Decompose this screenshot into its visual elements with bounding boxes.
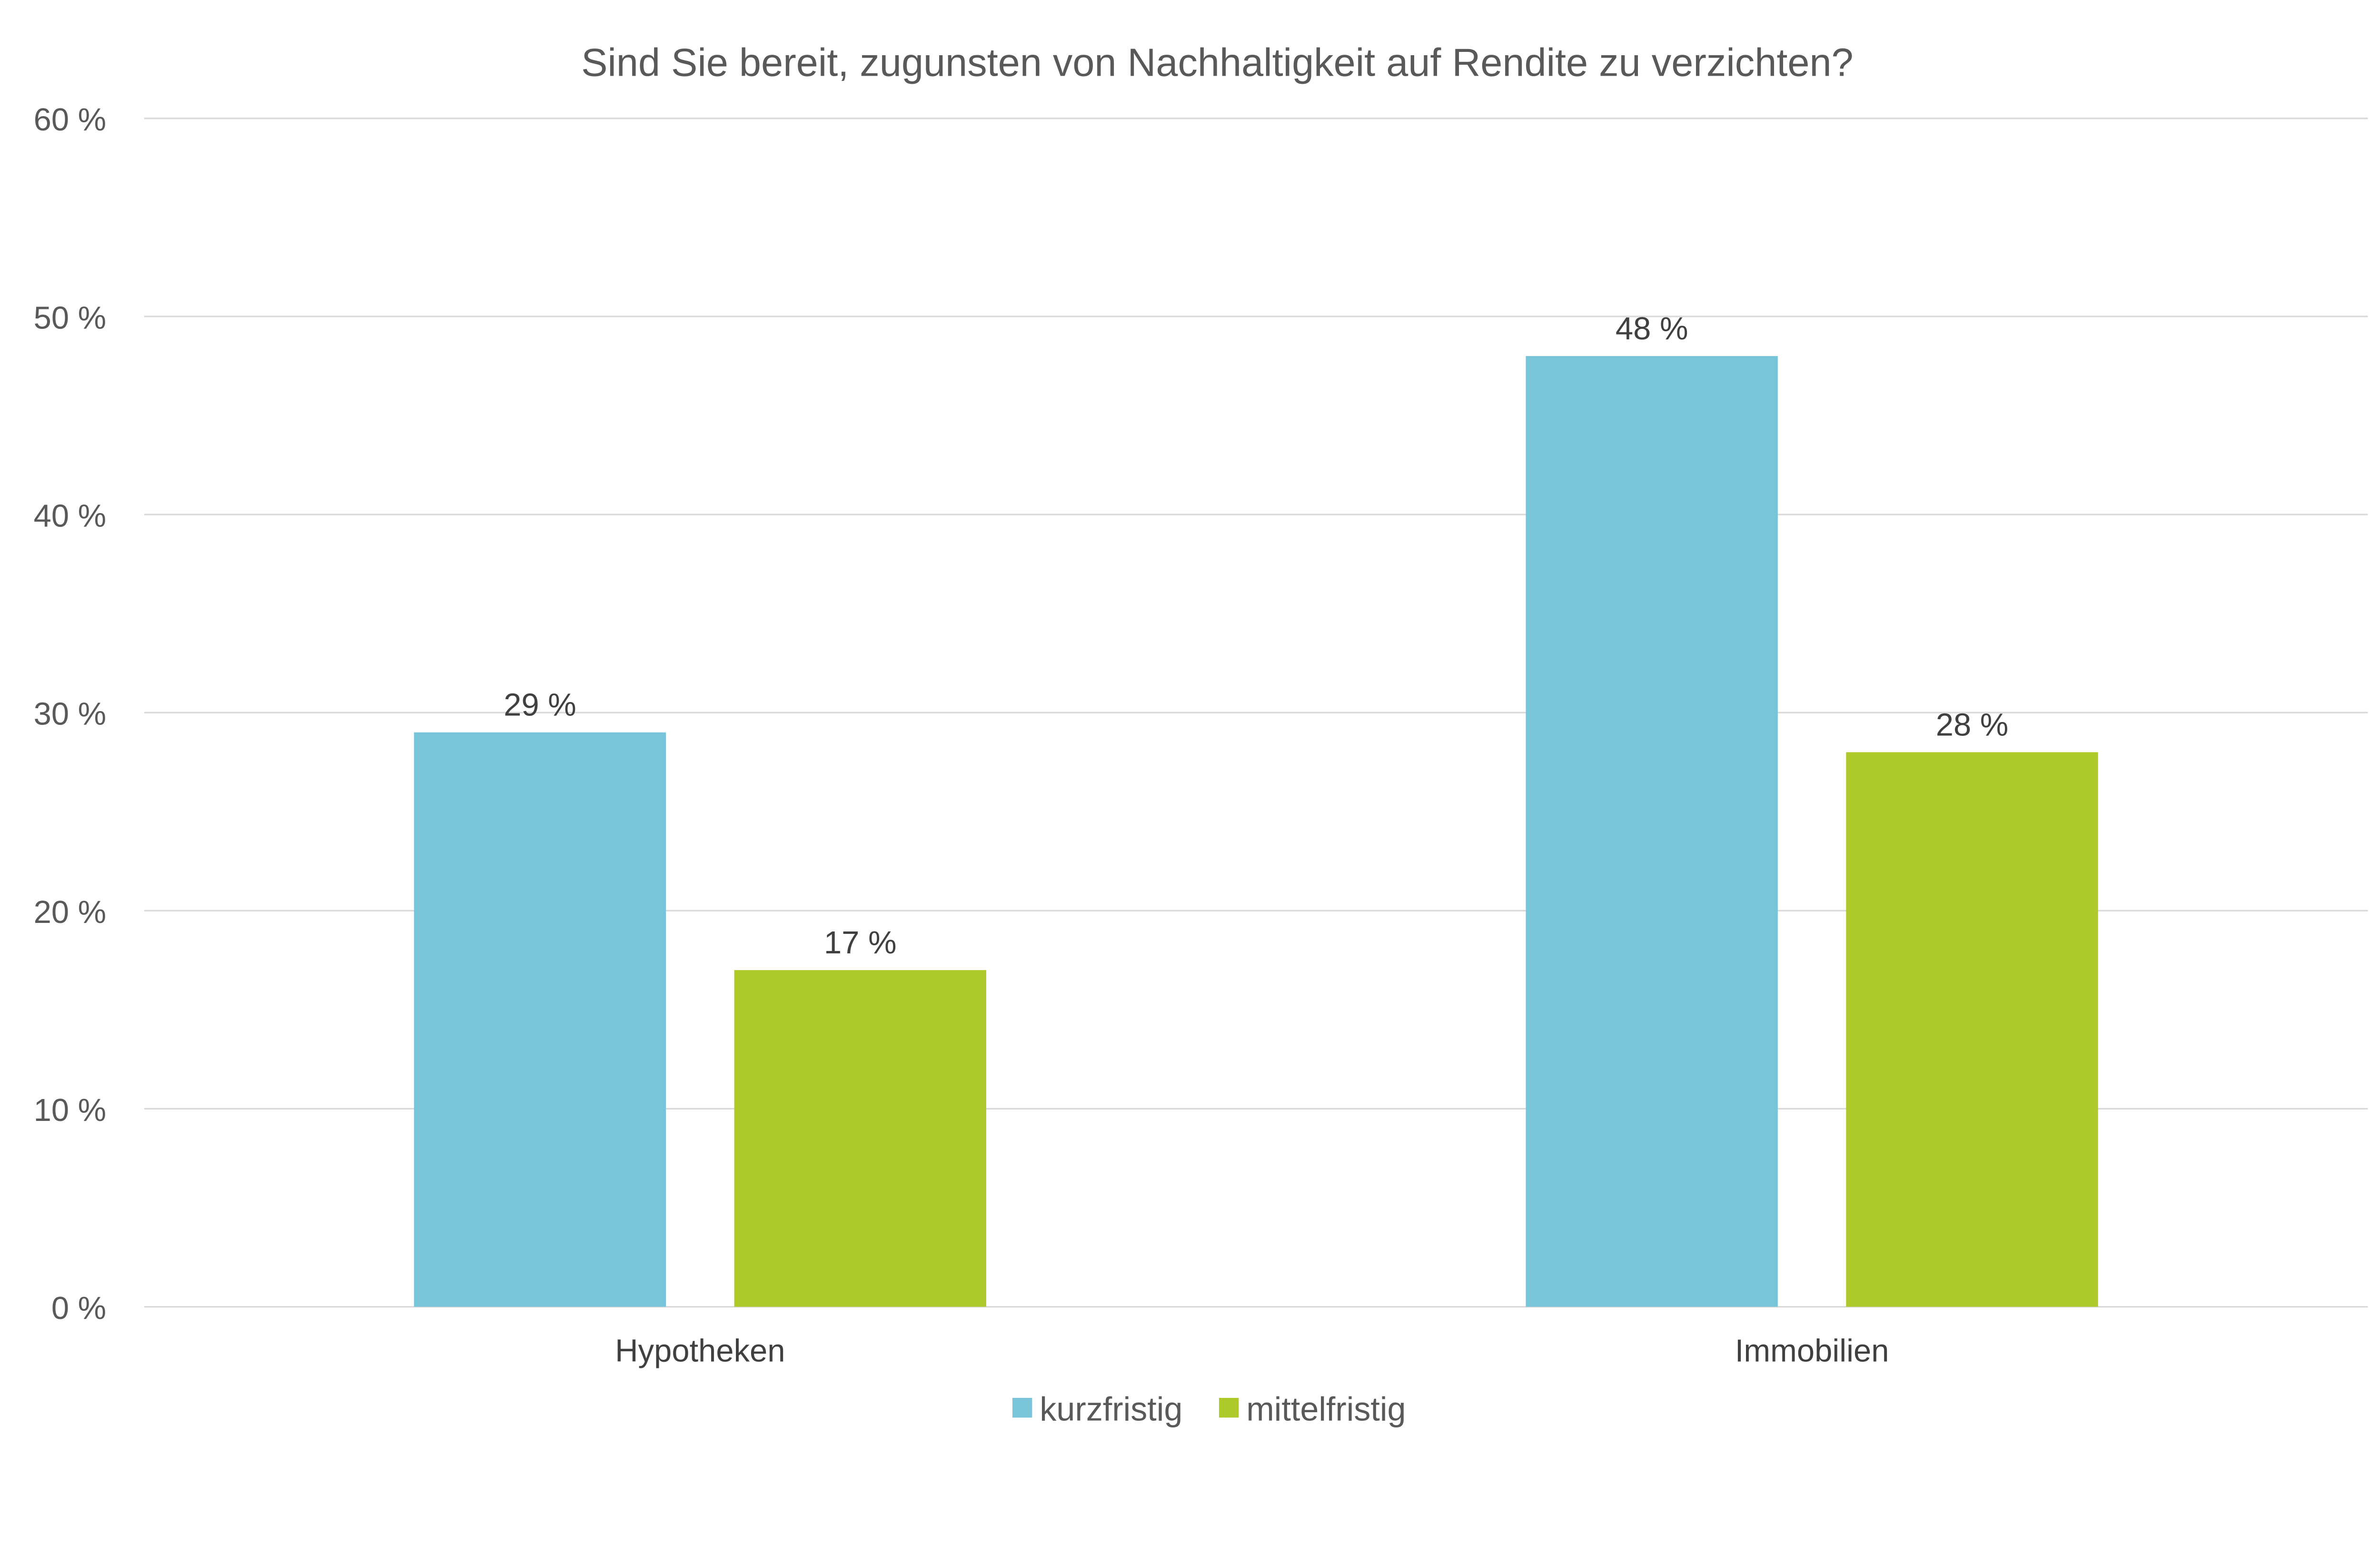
- legend: kurzfristig mittelfristig: [1012, 1390, 1406, 1428]
- legend-swatch: [1012, 1397, 1032, 1418]
- data-label: 48 %: [1616, 311, 1688, 347]
- bar-kurzfristig-Hypotheken: [414, 732, 666, 1307]
- y-tick-label: 0 %: [51, 1290, 106, 1326]
- x-tick-label: Immobilien: [1735, 1333, 1889, 1368]
- legend-swatch: [1219, 1397, 1239, 1418]
- y-tick-label: 10 %: [34, 1092, 107, 1128]
- legend-label: mittelfristig: [1246, 1390, 1406, 1428]
- bar-mittelfristig-Immobilien: [1846, 752, 2098, 1307]
- y-tick-label: 20 %: [34, 894, 107, 930]
- chart-title: Sind Sie bereit, zugunsten von Nachhalti…: [581, 40, 1854, 84]
- bar-mittelfristig-Hypotheken: [734, 970, 986, 1307]
- legend-label: kurzfristig: [1040, 1390, 1182, 1428]
- y-tick-label: 50 %: [34, 300, 107, 336]
- x-tick-label: Hypotheken: [615, 1333, 785, 1368]
- x-axis: Hypotheken Immobilien: [615, 1333, 1889, 1368]
- bars: 29 % 17 % 48 % 28 %: [414, 311, 2098, 1307]
- data-label: 17 %: [824, 925, 897, 961]
- y-tick-label: 40 %: [34, 498, 107, 534]
- y-tick-label: 30 %: [34, 696, 107, 732]
- bar-kurzfristig-Immobilien: [1526, 356, 1778, 1307]
- data-label: 28 %: [1936, 707, 2009, 743]
- bar-chart: Sind Sie bereit, zugunsten von Nachhalti…: [34, 40, 2368, 1428]
- y-axis: 0 % 10 % 20 % 30 % 40 % 50 % 60 %: [34, 102, 107, 1326]
- y-tick-label: 60 %: [34, 102, 107, 138]
- data-label: 29 %: [504, 687, 576, 723]
